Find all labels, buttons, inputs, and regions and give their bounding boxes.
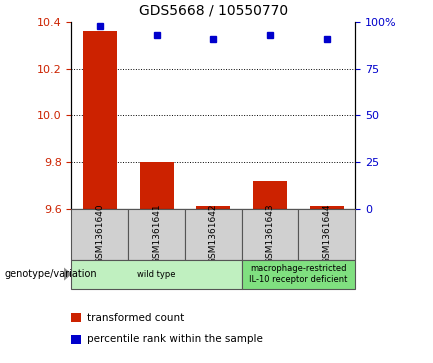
Bar [71,260,242,289]
Text: GSM1361643: GSM1361643 [265,204,275,265]
Text: GSM1361640: GSM1361640 [95,204,104,265]
Bar [83,31,117,209]
Text: GSM1361644: GSM1361644 [322,204,331,264]
Text: transformed count: transformed count [87,313,184,323]
Bar [242,209,298,260]
Bar [298,209,355,260]
Text: GSM1361642: GSM1361642 [209,204,218,264]
Bar [71,209,128,260]
Bar [310,207,344,209]
Bar [242,260,355,289]
Text: GSM1361641: GSM1361641 [152,204,161,265]
Text: macrophage-restricted
IL-10 receptor deficient: macrophage-restricted IL-10 receptor def… [249,264,348,284]
Text: percentile rank within the sample: percentile rank within the sample [87,334,262,344]
Title: GDS5668 / 10550770: GDS5668 / 10550770 [139,4,288,18]
Bar [185,209,242,260]
Bar [139,162,174,209]
Bar [196,207,230,209]
Text: genotype/variation: genotype/variation [4,269,97,279]
Bar [253,181,287,209]
Text: wild type: wild type [137,270,176,278]
Bar [128,209,185,260]
